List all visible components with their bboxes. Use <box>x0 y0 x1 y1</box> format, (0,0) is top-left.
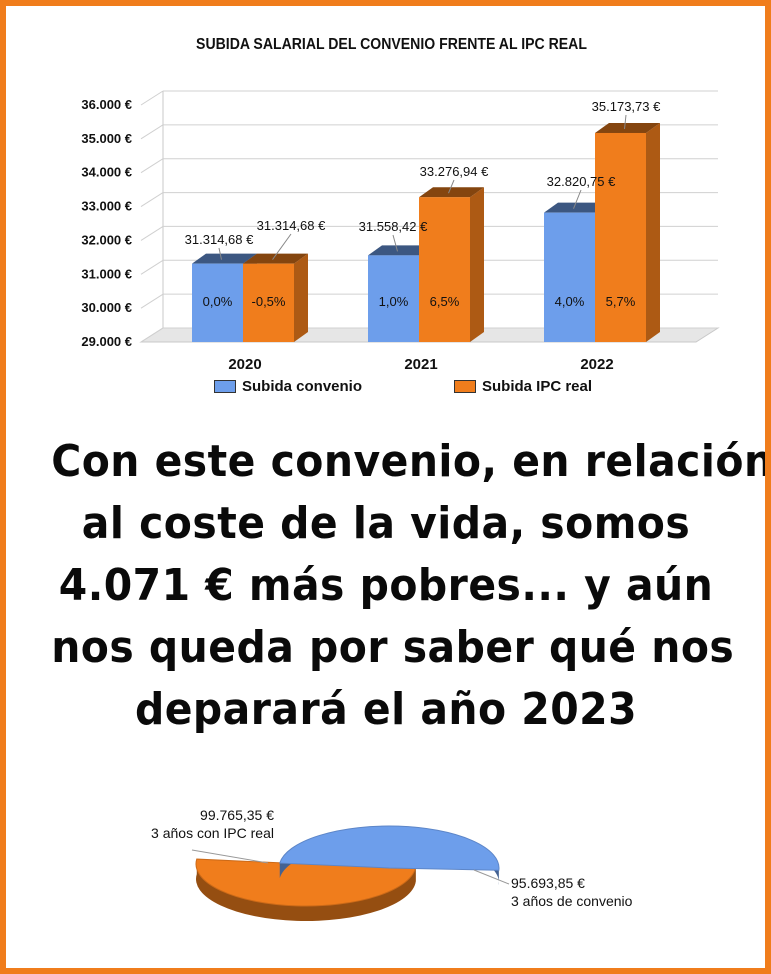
legend-swatch-ipc <box>454 380 476 393</box>
legend-item-ipc: Subida IPC real <box>454 378 592 395</box>
bar-side <box>294 253 308 342</box>
pie-leader-ipc <box>191 849 269 864</box>
bar <box>243 263 294 342</box>
value-leader-line <box>573 189 582 209</box>
bar-value-label: 33.276,94 € <box>420 164 489 179</box>
gridline-side <box>140 259 164 275</box>
gridline-side <box>140 90 164 106</box>
x-tick-label: 2022 <box>580 356 613 373</box>
gridline-side <box>140 327 164 343</box>
bar-value-label: 31.314,68 € <box>257 218 326 233</box>
headline-line: nos queda por saber qué nos <box>51 622 735 673</box>
value-leader-line <box>272 233 292 260</box>
pie-value-convenio: 95.693,85 € <box>511 875 585 891</box>
headline-line: deparará el año 2023 <box>134 684 638 735</box>
pie-slice-side <box>195 859 416 922</box>
bar-pct-label: 4,0% <box>555 294 585 309</box>
headline-text: Con este convenio, en relación al coste … <box>26 431 771 741</box>
bar-top <box>419 187 484 198</box>
pie-chart <box>191 825 510 922</box>
bar-chart: 29.000 € 30.000 € 31.000 € 32.000 € 33.000 €… <box>81 90 720 373</box>
y-tick-label: 29.000 € <box>81 334 132 349</box>
bar-top <box>192 253 257 264</box>
bar-value-label: 35.173,73 € <box>592 99 661 114</box>
pie-slice <box>279 825 500 871</box>
bar-pct-label: -0,5% <box>252 294 286 309</box>
gridline-side <box>140 293 164 309</box>
bar-pct-label: 1,0% <box>379 294 409 309</box>
gridline-side <box>140 226 164 241</box>
bar-value-label: 31.314,68 € <box>185 232 254 247</box>
headline-line: al coste de la vida, somos <box>81 498 691 549</box>
x-tick-label: 2020 <box>228 356 261 373</box>
bar <box>595 132 646 342</box>
bar-top <box>595 122 660 133</box>
pie-label-convenio: 95.693,85 € 3 años de convenio <box>511 874 632 910</box>
bar-pct-label: 5,7% <box>606 294 636 309</box>
y-tick-label: 30.000 € <box>81 300 132 315</box>
legend-item-convenio: Subida convenio <box>214 378 362 395</box>
pie-name-ipc: 3 años con IPC real <box>151 825 274 841</box>
value-leader-line <box>218 247 222 260</box>
bar-value-label: 31.558,42 € <box>359 219 428 234</box>
gridline-side <box>140 124 164 140</box>
headline-line: Con este convenio, en relación <box>51 436 771 487</box>
x-tick-label: 2021 <box>404 356 437 373</box>
chart-legend: Subida convenio Subida IPC real <box>6 378 765 400</box>
bar-pct-label: 0,0% <box>203 294 233 309</box>
bar-side <box>646 122 660 342</box>
bar <box>368 255 419 342</box>
pie-name-convenio: 3 años de convenio <box>511 893 633 909</box>
bar-top <box>368 245 433 256</box>
pie-leader-convenio <box>473 869 510 885</box>
chart-title: SUBIDA SALARIAL DEL CONVENIO FRENTE AL I… <box>196 36 587 53</box>
gridline-side <box>140 192 164 207</box>
y-tick-label: 35.000 € <box>81 131 132 146</box>
bar-top <box>544 202 609 213</box>
gridline-side <box>140 158 164 174</box>
y-tick-label: 36.000 € <box>81 97 132 112</box>
pie-value-ipc: 99.765,35 € <box>200 807 274 823</box>
pie-label-ipc: 99.765,35 € 3 años con IPC real <box>124 806 274 842</box>
y-tick-label: 33.000 € <box>81 199 132 214</box>
legend-swatch-convenio <box>214 380 236 393</box>
bar <box>192 263 243 342</box>
pie-slice <box>195 858 417 907</box>
legend-label-ipc: Subida IPC real <box>482 378 593 395</box>
bar <box>544 212 595 342</box>
headline-line: 4.071 € más pobres... y aún <box>58 560 714 611</box>
bar-value-label: 32.820,75 € <box>547 174 616 189</box>
value-leader-line <box>392 234 398 252</box>
y-tick-label: 34.000 € <box>81 165 132 180</box>
bar <box>419 197 470 342</box>
y-tick-label: 31.000 € <box>81 266 132 281</box>
legend-label-convenio: Subida convenio <box>242 378 363 395</box>
bar-pct-label: 6,5% <box>430 294 460 309</box>
value-leader-line <box>448 179 455 194</box>
bar-side <box>470 187 484 342</box>
value-leader-line <box>624 114 627 130</box>
y-tick-label: 32.000 € <box>81 232 132 247</box>
bar-top <box>243 253 308 264</box>
